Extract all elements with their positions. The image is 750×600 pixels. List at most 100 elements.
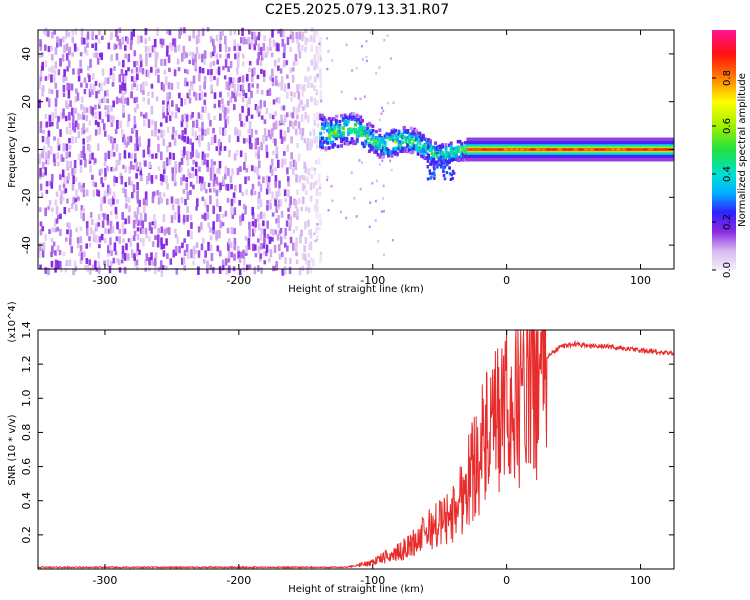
spectrogram-cell bbox=[292, 61, 296, 66]
spectrogram-cell bbox=[65, 143, 69, 151]
spectrogram-cell bbox=[144, 228, 148, 235]
spectrogram-cell bbox=[326, 175, 329, 179]
spectrogram-cell bbox=[150, 252, 153, 261]
spectrogram-cell bbox=[319, 144, 323, 149]
spectrogram-cell bbox=[77, 153, 81, 161]
spectrogram-cell bbox=[58, 249, 62, 256]
spectrogram-cell bbox=[142, 237, 145, 247]
spectrogram-cell bbox=[145, 81, 148, 86]
spectrogram-cell bbox=[116, 119, 119, 129]
spectrogram-cell bbox=[279, 198, 283, 207]
spectrogram-cell bbox=[107, 135, 111, 141]
spectrogram-cell bbox=[170, 82, 174, 91]
spectrogram-cell bbox=[248, 60, 252, 66]
spectrogram-cell bbox=[191, 128, 195, 137]
spectrogram-cell bbox=[110, 115, 113, 121]
spectrogram-cell bbox=[287, 189, 290, 198]
spectrogram-cell bbox=[266, 89, 270, 96]
spectrogram-cell bbox=[91, 152, 94, 160]
spectrogram-cell bbox=[267, 181, 271, 186]
spectrogram-cell bbox=[55, 206, 59, 215]
spectrogram-cell bbox=[209, 264, 213, 271]
spectrogram-cell bbox=[289, 34, 293, 40]
spectrogram-cell bbox=[216, 77, 219, 87]
spectrogram-cell bbox=[61, 196, 65, 201]
spectrogram-cell bbox=[307, 66, 310, 72]
spectrogram-cell bbox=[72, 196, 75, 205]
spectrogram-cell bbox=[103, 190, 107, 197]
spectrogram-cell bbox=[123, 150, 127, 159]
spectrogram-cell bbox=[307, 207, 311, 213]
spectrogram-cell bbox=[100, 233, 104, 241]
spectrogram-cell bbox=[381, 137, 385, 142]
spectrogram-cell bbox=[362, 144, 366, 149]
spectrogram-cell bbox=[124, 89, 127, 95]
spectrogram-cell bbox=[316, 223, 319, 226]
spectrogram-cell bbox=[380, 210, 383, 213]
spectrogram-cell bbox=[203, 76, 207, 83]
spectrogram-cell bbox=[503, 148, 508, 151]
spectrogram-cell bbox=[198, 127, 201, 132]
spectrogram-cell bbox=[319, 73, 322, 82]
spectrogram-cell bbox=[361, 161, 364, 164]
spectrogram-cell bbox=[460, 157, 464, 161]
spectrogram-cell bbox=[389, 57, 392, 60]
spectrogram-cell bbox=[378, 139, 382, 143]
spectrogram-cell bbox=[280, 114, 283, 124]
spectrogram-cell bbox=[291, 31, 295, 40]
spectrogram-cell bbox=[453, 152, 457, 157]
spectrogram-cell bbox=[256, 58, 259, 66]
spectrogram-cell bbox=[215, 176, 219, 185]
spectrogram-cell bbox=[76, 92, 80, 101]
spectrogram-cell bbox=[275, 191, 278, 200]
spectrogram-cell bbox=[244, 176, 247, 185]
spectrogram-cell bbox=[219, 182, 222, 191]
spectrogram-cell bbox=[253, 31, 256, 41]
spectrogram-cell bbox=[104, 152, 107, 162]
spectrogram-cell bbox=[187, 230, 190, 237]
spectrogram-cell bbox=[198, 166, 201, 172]
spectrogram-cell bbox=[269, 228, 273, 234]
spectrogram-cell bbox=[50, 89, 54, 95]
spectrogram-cell bbox=[151, 129, 154, 137]
spectrogram-cell bbox=[360, 44, 363, 48]
spectrogram-cell bbox=[315, 45, 319, 54]
spectrogram-cell bbox=[118, 98, 121, 103]
spectrogram-cell bbox=[224, 59, 228, 68]
spectrogram-cell bbox=[284, 227, 288, 236]
spectrogram-cell bbox=[259, 199, 263, 208]
spectrogram-cell bbox=[195, 198, 199, 207]
spectrogram-cell bbox=[234, 127, 237, 136]
spectrogram-cell bbox=[286, 176, 290, 182]
spectrogram-cell bbox=[122, 164, 125, 169]
spectrogram-cell bbox=[154, 252, 158, 258]
spectrogram-cell bbox=[172, 38, 175, 46]
spectrogram-cell bbox=[315, 89, 319, 96]
spectrogram-cell bbox=[300, 114, 304, 122]
spectrogram-cell bbox=[463, 158, 467, 162]
spectrogram-cell bbox=[659, 148, 664, 151]
spectrogram-cell bbox=[64, 76, 68, 81]
spectrogram-cell bbox=[162, 112, 165, 119]
spectrogram-cell bbox=[378, 128, 382, 132]
spectrogram-cell bbox=[376, 145, 380, 149]
spectrogram-cell bbox=[136, 234, 140, 241]
spectrogram-cell bbox=[94, 260, 97, 269]
spectrogram-cell bbox=[232, 198, 236, 204]
spectrogram-cell bbox=[217, 66, 221, 76]
spectrogram-cell bbox=[277, 159, 280, 169]
spectrogram-cell bbox=[373, 140, 377, 144]
spectrogram-cell bbox=[431, 158, 435, 162]
spectrogram-cell bbox=[369, 131, 373, 135]
spectrogram-cell bbox=[218, 160, 222, 169]
spectrogram-cell bbox=[127, 197, 131, 203]
spectrogram-cell bbox=[107, 245, 110, 254]
spectrogram-cell bbox=[242, 257, 246, 266]
colorbar-ticks: 0.00.20.40.60.8 bbox=[712, 70, 733, 278]
spectrogram-cell bbox=[144, 213, 147, 222]
spectrogram-cell bbox=[367, 133, 371, 137]
spectrogram-cell bbox=[179, 27, 183, 35]
spectrogram-cell bbox=[312, 112, 316, 119]
spectrogram-cell bbox=[98, 111, 102, 120]
spectrogram-cell bbox=[103, 81, 106, 86]
